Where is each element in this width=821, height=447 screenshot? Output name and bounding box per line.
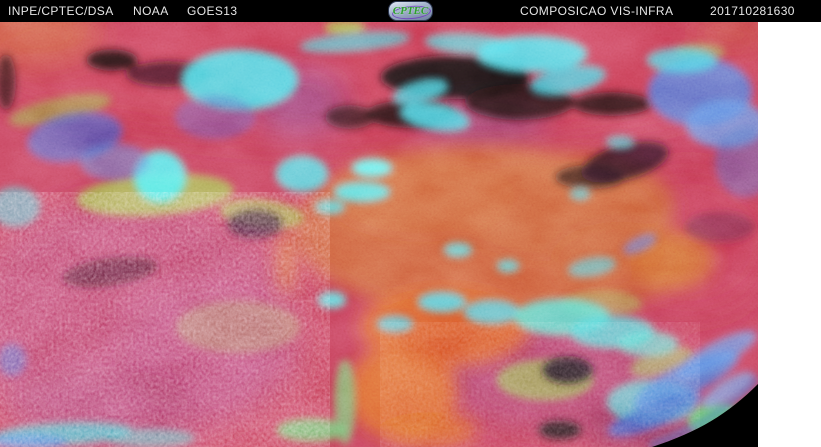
satellite-label: GOES13 xyxy=(187,4,238,18)
logo-text: CPTEC xyxy=(392,5,429,17)
stratocumulus-speckle-overlay xyxy=(0,192,330,447)
cptec-logo: CPTEC xyxy=(388,1,433,21)
operator-label: NOAA xyxy=(133,4,169,18)
header-bar: INPE/CPTEC/DSA NOAA GOES13 COMPOSICAO VI… xyxy=(0,0,821,22)
product-label: COMPOSICAO VIS-INFRA xyxy=(520,4,674,18)
agency-label: INPE/CPTEC/DSA xyxy=(8,4,114,18)
timestamp-label: 201710281630 xyxy=(710,4,795,18)
speckle-overlay-south xyxy=(380,322,700,447)
satellite-composite-image xyxy=(0,22,758,447)
limb-blue-glow xyxy=(648,375,758,447)
earth-limb-space xyxy=(652,384,758,447)
right-white-margin xyxy=(758,22,821,447)
satellite-image-area xyxy=(0,22,758,447)
